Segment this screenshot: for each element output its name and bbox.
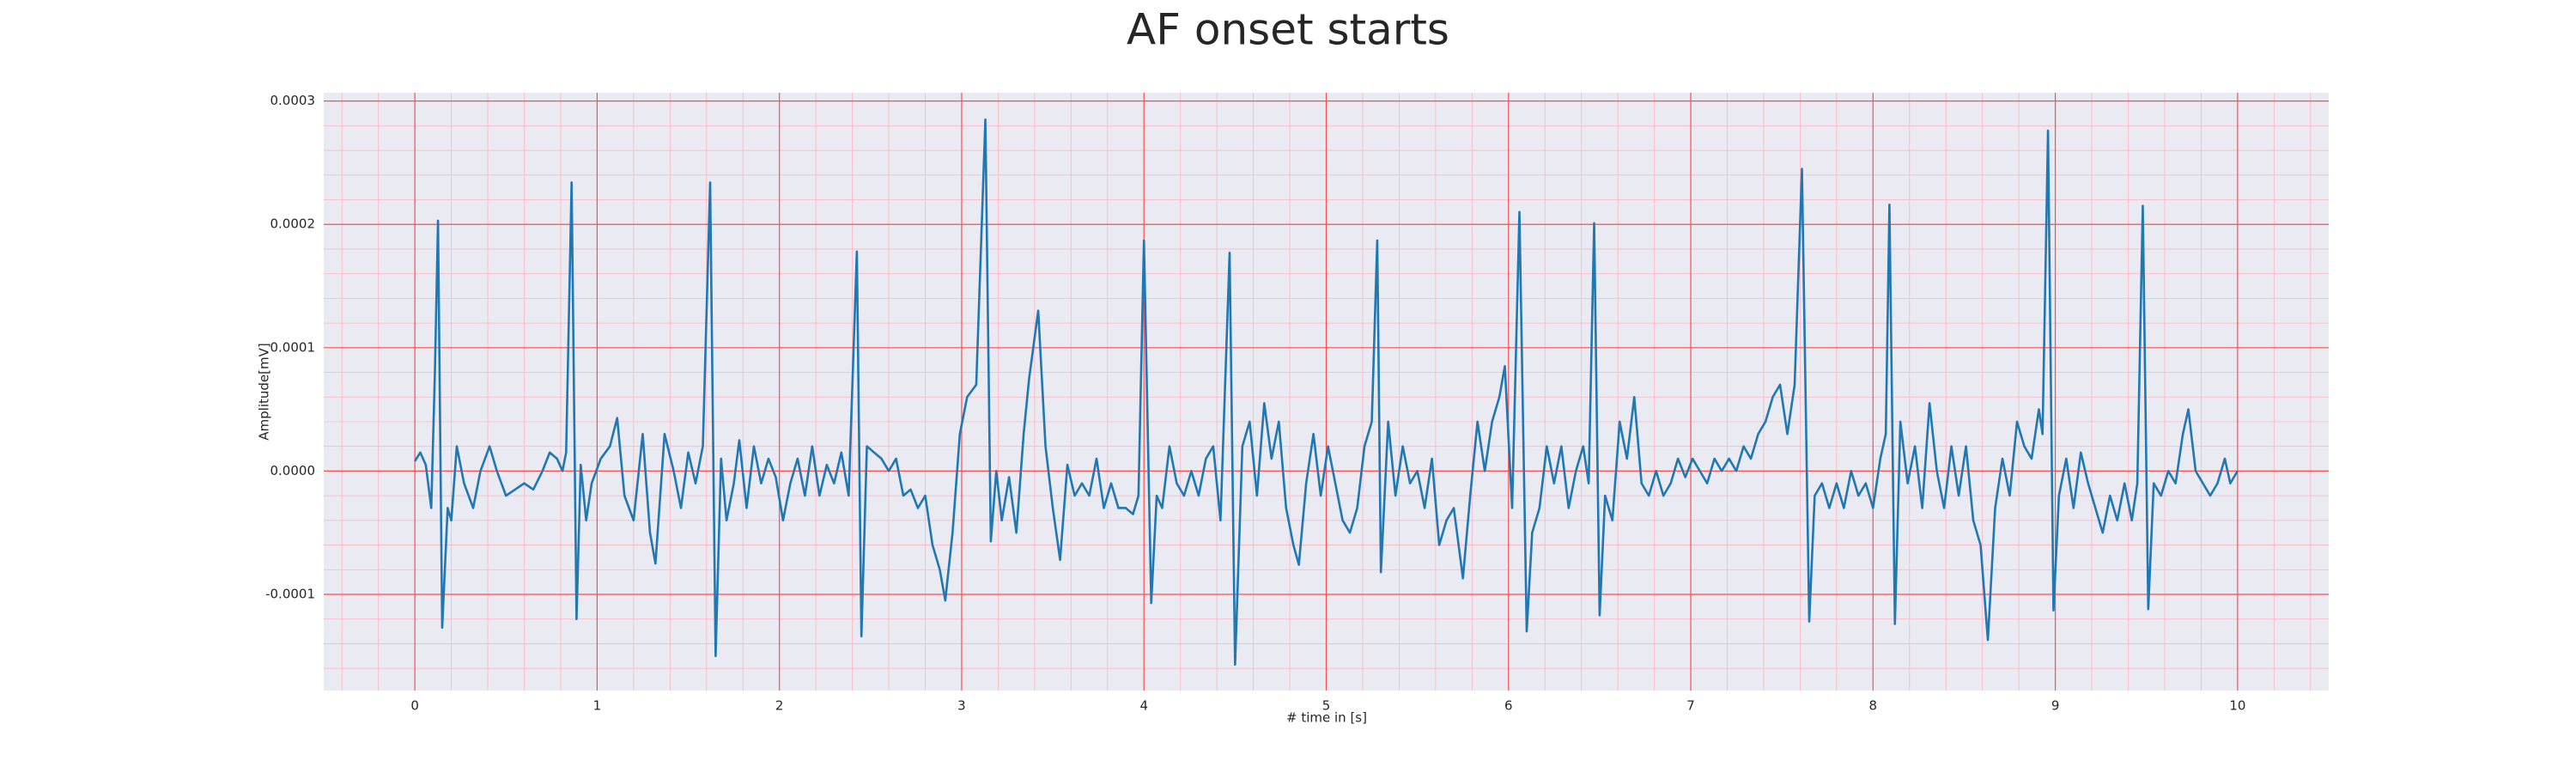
y-tick-label: -0.0001 (265, 586, 315, 601)
x-tick-label: 7 (1686, 698, 1695, 714)
y-tick-label: 0.0001 (270, 339, 316, 355)
x-tick-label: 3 (957, 698, 966, 714)
x-tick-label: 6 (1504, 698, 1513, 714)
chart-title: AF onset starts (1127, 5, 1449, 55)
x-tick-label: 0 (410, 698, 419, 714)
x-tick-label: 5 (1322, 698, 1331, 714)
y-axis-label: Amplitude[mV] (257, 343, 272, 440)
x-tick-label: 2 (775, 698, 784, 714)
x-tick-label: 4 (1139, 698, 1148, 714)
y-tick-label: 0.0002 (270, 216, 316, 232)
y-tick-label: 0.0003 (270, 93, 316, 108)
x-tick-label: 10 (2229, 698, 2245, 714)
x-tick-label: 8 (1869, 698, 1878, 714)
grid (324, 93, 2329, 691)
x-tick-label: 9 (2051, 698, 2060, 714)
y-tick-label: 0.0000 (270, 463, 316, 478)
ecg-line (414, 118, 2239, 666)
x-tick-label: 1 (593, 698, 602, 714)
x-axis-label: # time in [s] (1286, 710, 1367, 726)
